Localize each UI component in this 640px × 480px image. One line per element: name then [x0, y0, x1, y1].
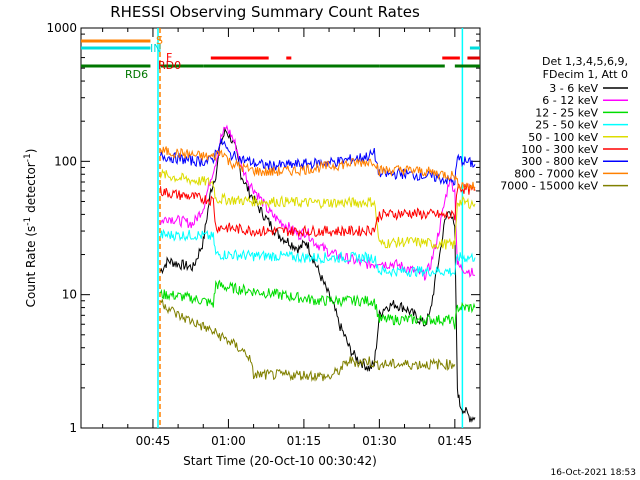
y-tick-label: 1000 — [46, 21, 77, 35]
legend-header-2: FDecim 1, Att 0 — [543, 68, 628, 81]
series-line — [160, 182, 476, 238]
series-line — [160, 168, 476, 250]
y-axis-label-end: ) — [24, 149, 38, 154]
x-axis-label: Start Time (20-Oct-10 00:30:42) — [183, 454, 377, 468]
x-tick-label: 01:45 — [438, 434, 473, 448]
y-tick-label: 10 — [62, 288, 77, 302]
legend-header-1: Det 1,3,4,5,6,9, — [542, 55, 628, 68]
plot-border — [80, 27, 481, 429]
legend-entry-label: 50 - 100 keV — [528, 131, 598, 144]
series-line — [160, 146, 476, 192]
y-axis-label-sup: -1 — [23, 217, 33, 226]
chart-title: RHESSI Observing Summary Count Rates — [110, 3, 420, 21]
legend-entry-label: 3 - 6 keV — [549, 82, 598, 95]
state-flag-bars — [81, 39, 480, 68]
series-line — [160, 138, 476, 186]
series-line — [160, 299, 456, 382]
y-tick-label: 1 — [69, 421, 77, 435]
state-flag-label: IN — [150, 42, 161, 55]
footer-timestamp: 16-Oct-2021 18:53 — [551, 468, 636, 478]
vertical-markers — [157, 28, 464, 428]
state-flag-label: F — [166, 51, 172, 64]
legend-entry-label: 800 - 7000 keV — [514, 167, 598, 180]
x-tick-label: 01:30 — [362, 434, 397, 448]
legend-entry-label: 100 - 300 keV — [521, 143, 598, 156]
state-flag-label: RD0 — [158, 59, 181, 72]
legend: Det 1,3,4,5,6,9, FDecim 1, Att 0 3 - 6 k… — [500, 55, 628, 193]
legend-entry-label: 6 - 12 keV — [542, 94, 598, 107]
series-line — [160, 228, 476, 278]
x-axis-ticks: 00:45 01:00 01:15 01:30 01:45 — [102, 28, 481, 448]
series-lines — [160, 124, 476, 423]
series-line — [160, 124, 476, 281]
series-line — [160, 127, 476, 423]
y-tick-label: 100 — [54, 154, 77, 168]
x-tick-label: 01:15 — [287, 434, 322, 448]
y-axis-label-sup2: -1 — [23, 153, 33, 162]
series-line — [160, 279, 476, 330]
legend-entry-label: 12 - 25 keV — [535, 106, 598, 119]
state-flag-label: RD6 — [125, 68, 148, 81]
y-axis-label-main: Count Rate (s — [24, 226, 38, 308]
y-axis-label-rest: detector — [24, 162, 38, 217]
x-tick-label: 00:45 — [136, 434, 171, 448]
legend-entry-label: 300 - 800 keV — [521, 155, 598, 168]
y-axis-label: Count Rate (s-1 detector-1) — [23, 149, 38, 308]
y-axis-ticks: 1 10 100 1000 — [46, 21, 480, 435]
state-flag-label: S — [156, 34, 163, 47]
legend-entry-label: 7000 - 15000 keV — [500, 180, 598, 193]
plot-frame — [80, 27, 481, 429]
x-tick-label: 01:00 — [211, 434, 246, 448]
legend-entry-label: 25 - 50 keV — [535, 119, 598, 132]
